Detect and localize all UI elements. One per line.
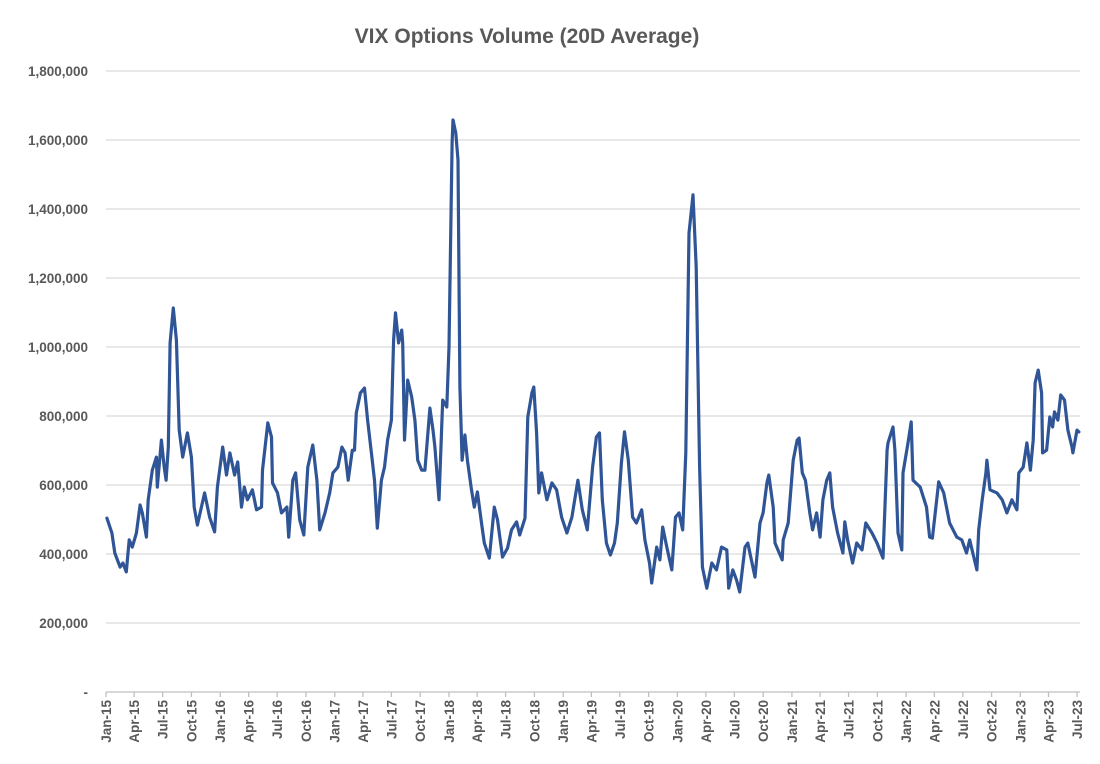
x-tick-label: Oct-22 — [985, 700, 1000, 742]
series-line — [105, 118, 1081, 594]
y-tick-label: 1,200,000 — [28, 271, 88, 286]
y-tick-label: 800,000 — [39, 409, 88, 424]
x-tick-label: Apr-16 — [242, 700, 257, 743]
x-tick-label: Jul-16 — [270, 700, 285, 740]
y-tick-label: - — [84, 685, 89, 700]
x-tick-label: Jul-15 — [156, 700, 171, 740]
y-axis-ticks: - 200,000 400,000 600,000 800,000 1,000,000 1,… — [28, 64, 88, 700]
x-tick-label: Oct-21 — [870, 700, 885, 743]
x-tick-label: Apr-20 — [699, 700, 714, 743]
x-tick-label: Jul-20 — [727, 700, 742, 739]
x-tick-label: Oct-19 — [642, 700, 657, 742]
x-tick-label: Apr-18 — [470, 700, 485, 743]
y-tick-label: 1,800,000 — [28, 64, 88, 79]
gridlines — [106, 70, 1080, 624]
x-tick-label: Jan-21 — [785, 700, 800, 743]
y-tick-label: 600,000 — [39, 478, 88, 493]
x-axis: Jan-15 Apr-15 Jul-15 Oct-15 Jan-16 Apr-16 Jul-… — [99, 691, 1085, 743]
y-tick-label: 200,000 — [39, 616, 88, 631]
y-tick-label: 1,600,000 — [28, 133, 88, 148]
chart-title: VIX Options Volume (20D Average) — [355, 25, 700, 48]
x-tick-label: Jul-17 — [384, 700, 399, 739]
x-tick-label: Apr-22 — [927, 700, 942, 743]
x-tick-label: Jul-21 — [842, 700, 857, 740]
x-tick-label: Jan-23 — [1013, 700, 1028, 743]
x-tick-label: Jan-19 — [556, 700, 571, 743]
x-tick-label: Jan-22 — [899, 700, 914, 743]
x-tick-label: Oct-20 — [756, 700, 771, 742]
x-tick-label: Apr-15 — [127, 700, 142, 743]
series-layer — [105, 118, 1081, 594]
x-tick-label: Apr-19 — [584, 700, 599, 743]
x-tick-label: Oct-18 — [527, 700, 542, 743]
x-tick-label: Jan-18 — [442, 700, 457, 743]
x-tick-label: Jul-23 — [1070, 700, 1085, 740]
x-tick-label: Oct-15 — [184, 700, 199, 743]
x-tick-label: Jan-15 — [99, 700, 114, 743]
x-tick-label: Oct-17 — [413, 700, 428, 742]
x-tick-label: Apr-23 — [1042, 700, 1057, 743]
x-tick-label: Jan-16 — [213, 700, 228, 743]
x-tick-label: Jul-18 — [499, 700, 514, 740]
y-tick-label: 400,000 — [39, 547, 88, 562]
x-tick-label: Jan-17 — [328, 700, 343, 743]
x-tick-label: Jan-20 — [670, 700, 685, 743]
x-tick-label: Jul-19 — [613, 700, 628, 739]
x-tick-label: Jul-22 — [956, 700, 971, 739]
y-tick-label: 1,400,000 — [28, 202, 88, 217]
x-tick-label: Apr-17 — [356, 700, 371, 743]
x-tick-label: Oct-16 — [299, 700, 314, 743]
x-tick-label: Apr-21 — [813, 700, 828, 743]
y-tick-label: 1,000,000 — [28, 340, 88, 355]
